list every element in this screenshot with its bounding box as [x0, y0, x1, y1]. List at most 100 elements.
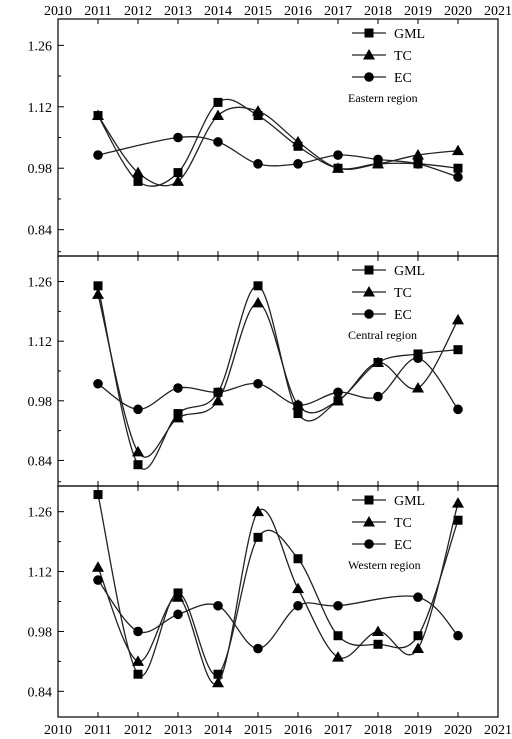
- legend-label-gml: GML: [394, 494, 425, 509]
- x-tick-label-top: 2017: [324, 4, 352, 19]
- legend-label-ec: EC: [394, 71, 412, 86]
- x-tick-label-top: 2020: [444, 4, 472, 19]
- point-gml-2012: [133, 669, 143, 679]
- point-tc-2020: [452, 144, 464, 156]
- point-gml-2012: [133, 176, 143, 186]
- point-ec-2018: [373, 154, 383, 165]
- point-gml-2017: [333, 631, 343, 641]
- legend-marker-tc: [363, 286, 375, 297]
- x-tick-label-bottom: 2012: [124, 723, 152, 738]
- x-tick-label-bottom: 2020: [444, 723, 472, 738]
- x-tick-label-bottom: 2010: [44, 723, 72, 738]
- point-ec-2014: [213, 600, 223, 611]
- point-ec-2013: [173, 609, 183, 620]
- point-tc-2011: [92, 109, 104, 121]
- y-tick-label: 1.26: [28, 39, 53, 54]
- point-gml-2014: [213, 669, 223, 679]
- legend-marker-tc: [363, 49, 375, 60]
- point-gml-2015: [253, 281, 263, 291]
- legend-marker-gml: [364, 265, 374, 275]
- point-tc-2012: [132, 445, 144, 457]
- legend-label-gml: GML: [394, 27, 425, 42]
- point-tc-2011: [92, 561, 104, 572]
- point-ec-2020: [453, 630, 463, 641]
- x-tick-label-bottom: 2015: [244, 723, 272, 738]
- plot-frame: [57, 18, 499, 257]
- legend-label-tc: TC: [394, 286, 412, 301]
- x-tick-label-bottom: 2014: [204, 723, 232, 738]
- point-gml-2014: [213, 97, 223, 107]
- point-ec-2012: [133, 404, 143, 415]
- legend-label-tc: TC: [394, 49, 412, 64]
- point-gml-2020: [453, 345, 463, 355]
- legend-marker-ec: [364, 309, 374, 319]
- y-tick-label: 0.98: [28, 395, 53, 410]
- point-gml-2015: [253, 532, 263, 542]
- x-tick-label-bottom: 2019: [404, 723, 432, 738]
- point-tc-2013: [172, 175, 184, 186]
- y-tick-label: 0.98: [28, 162, 53, 177]
- point-ec-2013: [173, 132, 183, 143]
- point-gml-2016: [293, 409, 303, 419]
- x-tick-label-top: 2011: [84, 4, 111, 19]
- legend-label-gml: GML: [394, 264, 425, 279]
- point-tc-2019: [412, 382, 424, 393]
- legend-label-ec: EC: [394, 308, 412, 323]
- point-tc-2017: [332, 162, 344, 173]
- point-gml-2011: [93, 490, 103, 500]
- point-tc-2012: [132, 166, 144, 178]
- point-ec-2015: [253, 159, 263, 169]
- x-tick-label-bottom: 2018: [364, 723, 392, 738]
- point-ec-2020: [453, 404, 463, 415]
- region-label: Central region: [348, 328, 417, 342]
- point-gml-2011: [93, 281, 103, 291]
- legend-marker-ec: [364, 72, 374, 82]
- legend-marker-ec: [364, 539, 374, 549]
- point-ec-2014: [213, 137, 223, 147]
- point-tc-2019: [412, 149, 424, 160]
- x-tick-label-top: 2015: [244, 4, 272, 19]
- point-tc-2016: [292, 135, 304, 147]
- point-tc-2017: [332, 394, 344, 406]
- series-line-ec: [97, 357, 459, 410]
- point-tc-2011: [92, 288, 104, 299]
- series-line-tc: [97, 106, 459, 187]
- x-tick-label-top: 2016: [284, 4, 312, 19]
- point-ec-2011: [93, 378, 103, 389]
- y-tick-label: 1.26: [28, 506, 53, 521]
- x-tick-label-top: 2021: [484, 4, 512, 19]
- point-ec-2012: [133, 626, 143, 637]
- x-tick-label-top: 2010: [44, 4, 72, 19]
- point-ec-2011: [93, 150, 103, 160]
- region-label: Eastern region: [348, 91, 418, 105]
- y-tick-label: 1.12: [28, 566, 53, 581]
- region-label: Western region: [348, 558, 421, 572]
- point-ec-2016: [293, 600, 303, 611]
- chart-panel-3: 0.84 0.98 1.12 1.26 GML TC EC Western region: [28, 481, 499, 718]
- point-tc-2015: [252, 296, 264, 308]
- legend-label-ec: EC: [394, 538, 412, 553]
- point-ec-2018: [373, 391, 383, 402]
- point-ec-2015: [253, 643, 263, 654]
- legend-marker-gml: [364, 28, 374, 38]
- y-tick-label: 1.26: [28, 276, 53, 291]
- x-tick-label-top: 2018: [364, 4, 392, 19]
- y-tick-label: 0.84: [28, 454, 53, 469]
- legend-label-tc: TC: [394, 516, 412, 531]
- point-ec-2019: [413, 159, 423, 169]
- x-tick-label-top: 2012: [124, 4, 152, 19]
- y-tick-label: 1.12: [28, 335, 53, 350]
- point-tc-2014: [212, 109, 224, 121]
- point-ec-2016: [293, 400, 303, 410]
- series-line-gml: [97, 98, 459, 187]
- point-ec-2011: [93, 575, 103, 585]
- point-tc-2016: [292, 582, 304, 594]
- point-ec-2019: [413, 592, 423, 603]
- x-tick-label-top: 2019: [404, 4, 432, 19]
- point-tc-2017: [332, 651, 344, 662]
- point-gml-2020: [453, 163, 463, 173]
- point-tc-2015: [252, 105, 264, 116]
- point-tc-2019: [412, 642, 424, 654]
- point-ec-2017: [333, 150, 343, 160]
